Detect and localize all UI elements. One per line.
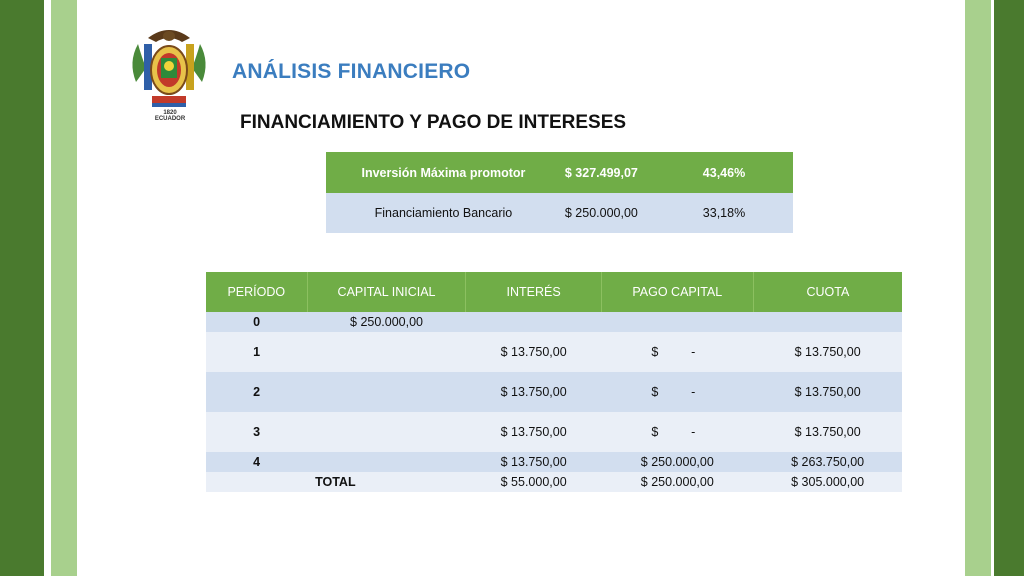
table-header-row: PERÍODO CAPITAL INICIAL INTERÉS PAGO CAP… — [206, 272, 902, 312]
cell-pago: $ 250.000,00 — [601, 452, 754, 472]
cell-capital — [307, 332, 466, 372]
summary-label: Financiamiento Bancario — [326, 193, 561, 233]
summary-amount: $ 327.499,07 — [560, 152, 678, 193]
header-cuota: CUOTA — [752, 272, 902, 312]
crest-year: 1820 — [163, 110, 177, 116]
summary-amount: $ 250.000,00 — [560, 193, 678, 233]
cell-periodo: 4 — [206, 452, 308, 472]
pago-currency: $ — [651, 385, 659, 399]
right-light-stripe — [965, 0, 991, 576]
summary-label: Inversión Máxima promotor — [326, 152, 561, 193]
cell-cuota: $ 13.750,00 — [753, 372, 902, 412]
cell-periodo: 0 — [206, 312, 308, 332]
header-capital-inicial: CAPITAL INICIAL — [306, 272, 466, 312]
table-row: 3 $ 13.750,00 $ - $ 13.750,00 — [206, 412, 902, 452]
summary-row: Financiamiento Bancario $ 250.000,00 33,… — [326, 193, 793, 233]
cell-pago: $ - — [601, 372, 754, 412]
header-interes: INTERÉS — [465, 272, 602, 312]
cell-empty — [206, 472, 308, 492]
cell-cuota — [753, 312, 902, 332]
cell-capital — [307, 412, 466, 452]
pago-currency: $ — [651, 425, 659, 439]
total-label: TOTAL — [307, 472, 466, 492]
cell-capital: $ 250.000,00 — [307, 312, 466, 332]
cell-periodo: 1 — [206, 332, 308, 372]
pago-value: - — [691, 425, 696, 439]
cell-interes: $ 13.750,00 — [465, 332, 602, 372]
page-title: ANÁLISIS FINANCIERO — [232, 60, 471, 83]
summary-percent: 43,46% — [677, 152, 793, 193]
left-dark-stripe — [0, 0, 44, 576]
table-row: 1 $ 13.750,00 $ - $ 13.750,00 — [206, 332, 902, 372]
cell-interes: $ 13.750,00 — [465, 412, 602, 452]
cell-pago — [601, 312, 754, 332]
pago-currency: $ — [651, 345, 659, 359]
cell-periodo: 3 — [206, 412, 308, 452]
total-pago: $ 250.000,00 — [601, 472, 754, 492]
cell-cuota: $ 13.750,00 — [753, 332, 902, 372]
cell-periodo: 2 — [206, 372, 308, 412]
crest-caption: 1820 ECUADOR — [140, 110, 200, 122]
left-light-stripe — [51, 0, 77, 576]
cell-capital — [307, 452, 466, 472]
cell-interes — [465, 312, 602, 332]
cell-capital — [307, 372, 466, 412]
right-dark-stripe — [994, 0, 1024, 576]
total-cuota: $ 305.000,00 — [753, 472, 902, 492]
crest-country: ECUADOR — [154, 116, 186, 122]
cell-cuota: $ 263.750,00 — [753, 452, 902, 472]
pago-value: - — [691, 345, 696, 359]
table-row: 4 $ 13.750,00 $ 250.000,00 $ 263.750,00 — [206, 452, 902, 472]
cell-pago: $ - — [601, 332, 754, 372]
table-total-row: TOTAL $ 55.000,00 $ 250.000,00 $ 305.000… — [206, 472, 902, 492]
cell-interes: $ 13.750,00 — [465, 372, 602, 412]
summary-table: Inversión Máxima promotor $ 327.499,07 4… — [326, 152, 793, 233]
table-row: 0 $ 250.000,00 — [206, 312, 902, 332]
total-interes: $ 55.000,00 — [465, 472, 602, 492]
summary-percent: 33,18% — [677, 193, 793, 233]
header-pago-capital: PAGO CAPITAL — [600, 272, 754, 312]
table-row: 2 $ 13.750,00 $ - $ 13.750,00 — [206, 372, 902, 412]
page-subtitle: FINANCIAMIENTO Y PAGO DE INTERESES — [240, 112, 627, 133]
pago-value: - — [691, 385, 696, 399]
cell-interes: $ 13.750,00 — [465, 452, 602, 472]
header-periodo: PERÍODO — [206, 272, 308, 312]
ecuador-coat-of-arms-icon — [132, 30, 206, 107]
summary-row: Inversión Máxima promotor $ 327.499,07 4… — [326, 152, 793, 193]
payment-schedule-table: PERÍODO CAPITAL INICIAL INTERÉS PAGO CAP… — [206, 272, 902, 492]
cell-cuota: $ 13.750,00 — [753, 412, 902, 452]
cell-pago: $ - — [601, 412, 754, 452]
